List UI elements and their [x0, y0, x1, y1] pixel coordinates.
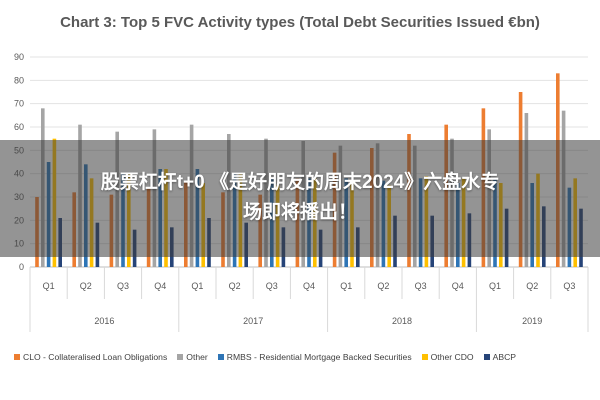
x-tick-label: Q3: [415, 281, 427, 291]
x-tick-label: Q2: [377, 281, 389, 291]
y-tick-label: 70: [14, 99, 24, 109]
promo-overlay-line-2: 场即将播出！: [242, 202, 357, 223]
x-tick-label: Q3: [266, 281, 278, 291]
legend-label: ABCP: [492, 352, 517, 362]
chart-title: Chart 3: Top 5 FVC Activity types (Total…: [60, 14, 540, 31]
legend-label: Other CDO: [430, 352, 474, 362]
legend-label: CLO - Collateralised Loan Obligations: [23, 352, 168, 362]
y-tick-label: 80: [14, 75, 24, 85]
x-tick-label: Q1: [43, 281, 55, 291]
x-tick-label: Q1: [340, 281, 352, 291]
year-group-label: 2019: [522, 316, 542, 326]
legend-item: RMBS - Residential Mortgage Backed Secur…: [217, 352, 412, 362]
year-group-label: 2016: [94, 316, 114, 326]
year-group-label: 2017: [243, 316, 263, 326]
x-tick-label: Q3: [563, 281, 575, 291]
x-tick-label: Q4: [303, 281, 315, 291]
legend-item: Other: [177, 352, 208, 362]
legend-swatch: [217, 354, 224, 360]
year-group-label: 2018: [392, 316, 412, 326]
y-tick-label: 60: [14, 122, 24, 132]
legend-swatch: [177, 354, 184, 360]
y-tick-label: 0: [19, 262, 24, 272]
chart-legend: CLO - Collateralised Loan Obligations Oth…: [14, 352, 594, 362]
legend-item: ABCP: [483, 352, 517, 362]
legend-item: Other CDO: [421, 352, 474, 362]
legend-item: CLO - Collateralised Loan Obligations: [14, 352, 167, 362]
promo-overlay-line-1: 股票杠杆t+0 《是好朋友的周末2024》六盘水专: [100, 172, 500, 193]
x-tick-label: Q1: [489, 281, 501, 291]
legend-swatch: [483, 354, 490, 360]
x-tick-label: Q4: [154, 281, 166, 291]
legend-swatch: [14, 354, 20, 360]
promo-overlay-text: 股票杠杆t+0 《是好朋友的周末2024》六盘水专 场即将播出！: [0, 168, 600, 228]
y-tick-label: 90: [14, 52, 24, 62]
x-tick-label: Q3: [117, 281, 129, 291]
legend-label: RMBS - Residential Mortgage Backed Secur…: [226, 352, 412, 362]
promo-overlay-banner: [0, 140, 600, 257]
x-tick-label: Q4: [452, 281, 464, 291]
x-tick-label: Q1: [191, 281, 203, 291]
x-tick-label: Q2: [526, 281, 538, 291]
x-tick-label: Q2: [229, 281, 241, 291]
legend-swatch: [421, 354, 428, 360]
legend-label: Other: [186, 352, 208, 362]
x-tick-label: Q2: [80, 281, 92, 291]
